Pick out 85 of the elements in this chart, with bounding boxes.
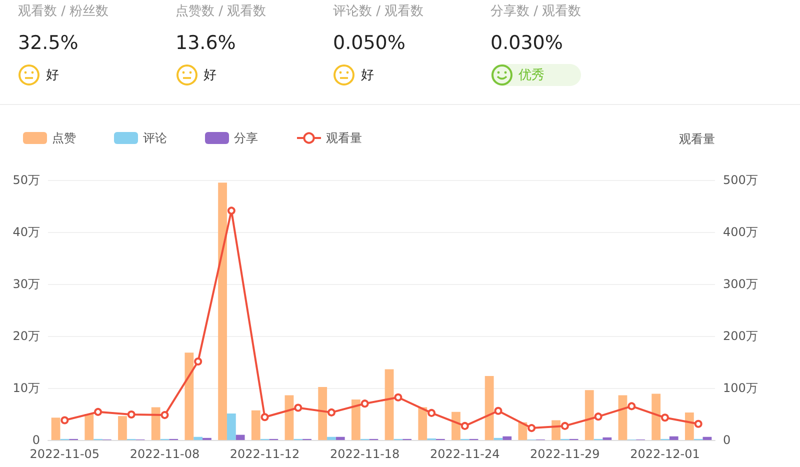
point	[594, 412, 602, 421]
text: 好	[46, 67, 59, 84]
point	[660, 414, 669, 422]
point	[694, 420, 702, 428]
text: 13.6%	[176, 32, 237, 54]
y-tick-label: 10万	[12, 381, 40, 395]
point	[94, 408, 102, 416]
bar	[484, 376, 494, 440]
point	[560, 422, 569, 430]
bar	[702, 436, 712, 440]
bar	[84, 414, 94, 440]
point	[428, 408, 436, 417]
bar	[418, 407, 428, 440]
text: 0.050%	[333, 32, 406, 54]
legend-label: 观看量	[326, 131, 362, 145]
bar	[236, 434, 245, 440]
x-tick-label: 2022-11-29	[530, 447, 600, 461]
x-tick-label: 2022-11-18	[330, 447, 400, 461]
y-tick-label: 0	[32, 433, 40, 447]
bar	[284, 395, 294, 440]
legend-label: 分享	[234, 131, 258, 145]
legend-label: 评论	[143, 131, 167, 145]
bar	[618, 395, 628, 440]
y2-tick-label: 100万	[723, 381, 758, 395]
point	[127, 410, 136, 419]
y-tick-label: 20万	[12, 329, 40, 343]
point	[160, 411, 169, 420]
text: 评论数 / 观看数	[333, 3, 424, 20]
text: 点赞数 / 观看数	[176, 3, 266, 20]
bar	[327, 436, 336, 440]
bar	[669, 436, 678, 440]
text: 优秀	[518, 67, 544, 84]
y-tick-label: 50万	[12, 173, 40, 187]
bar	[218, 182, 227, 440]
bar	[652, 394, 661, 440]
point	[227, 206, 236, 215]
bar	[384, 369, 394, 440]
x-tick-label: 2022-11-24	[430, 447, 500, 461]
y2-tick-label: 500万	[723, 173, 758, 187]
bar	[51, 418, 60, 440]
bar	[336, 436, 345, 440]
point	[327, 408, 336, 416]
y2-tick-label: 200万	[723, 329, 758, 343]
bar	[194, 436, 203, 440]
point	[394, 393, 402, 402]
bar	[584, 390, 594, 440]
point	[294, 404, 302, 412]
x-tick-label: 2022-11-08	[130, 447, 200, 461]
y2-tick-label: 300万	[723, 277, 758, 291]
point	[360, 400, 369, 408]
bar	[351, 399, 360, 440]
point	[60, 416, 69, 424]
x-tick-label: 2022-11-12	[230, 447, 300, 461]
point	[494, 406, 502, 415]
point	[528, 424, 536, 432]
point	[628, 402, 636, 410]
y-tick-label: 30万	[12, 277, 40, 291]
x-tick-label: 2022-12-01	[630, 447, 700, 461]
x-tick-label: 2022-11-05	[30, 447, 100, 461]
text: 好	[361, 67, 374, 84]
bar	[518, 422, 528, 440]
bar	[552, 420, 560, 440]
bar	[151, 407, 160, 440]
bar	[502, 436, 512, 440]
bar	[452, 412, 460, 440]
point	[460, 422, 469, 430]
bar	[602, 437, 612, 440]
y2-tick-label: 0	[723, 433, 731, 447]
bar	[226, 413, 236, 440]
bar	[251, 410, 260, 440]
y-tick-label: 40万	[12, 225, 40, 239]
bar	[118, 416, 127, 440]
bar	[184, 352, 194, 440]
y2-axis-title: 观看量	[679, 132, 715, 146]
bar	[318, 386, 328, 440]
text: 0.030%	[490, 32, 564, 54]
point	[260, 413, 269, 422]
point	[194, 357, 202, 366]
text: 好	[204, 67, 216, 84]
bar	[684, 412, 694, 440]
text: 32.5%	[18, 32, 80, 54]
text: 观看数 / 粉丝数	[18, 3, 109, 20]
text: 分享数 / 观看数	[490, 3, 582, 20]
y2-tick-label: 400万	[723, 225, 758, 239]
legend-label: 点赞	[52, 131, 76, 145]
